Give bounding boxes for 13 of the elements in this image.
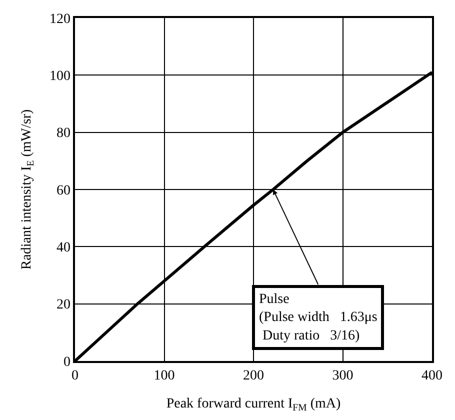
y-tick-label: 120 (49, 12, 70, 27)
y-tick-label: 60 (56, 183, 70, 198)
y-tick-label: 20 (56, 298, 70, 313)
x-axis-title: Peak forward current I$_{FM}$ (mA) (166, 396, 341, 414)
x-tick-label: 300 (332, 368, 354, 384)
y-tick-label: 40 (56, 240, 70, 256)
y-tick-label: 0 (63, 354, 70, 370)
x-tick-label: 400 (422, 368, 442, 384)
y-tick-label: 100 (49, 69, 70, 84)
x-tick-label: 200 (243, 368, 264, 384)
x-tick-label: 100 (154, 368, 175, 384)
annotation: Pulse (Pulse width 1.63μs Duty ratio 3/16) (259, 292, 378, 344)
y-tick-label: 80 (56, 126, 70, 142)
